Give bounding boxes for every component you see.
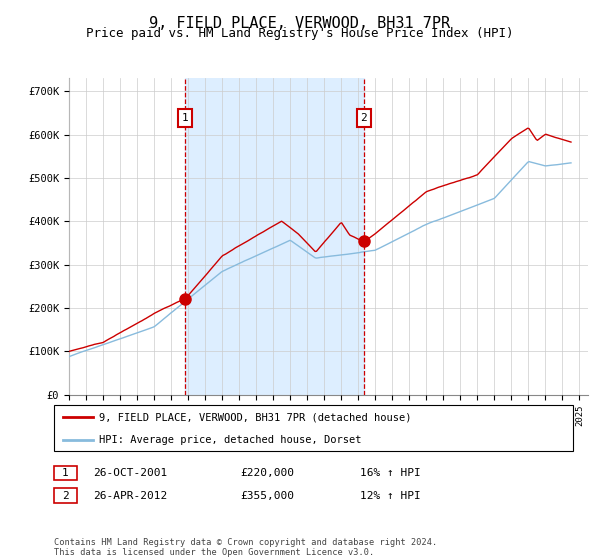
Text: 1: 1	[62, 468, 69, 478]
Text: 26-OCT-2001: 26-OCT-2001	[93, 468, 167, 478]
Text: HPI: Average price, detached house, Dorset: HPI: Average price, detached house, Dors…	[99, 435, 361, 445]
Text: 9, FIELD PLACE, VERWOOD, BH31 7PR (detached house): 9, FIELD PLACE, VERWOOD, BH31 7PR (detac…	[99, 412, 412, 422]
Text: Price paid vs. HM Land Registry's House Price Index (HPI): Price paid vs. HM Land Registry's House …	[86, 27, 514, 40]
Text: £220,000: £220,000	[240, 468, 294, 478]
Text: 9, FIELD PLACE, VERWOOD, BH31 7PR: 9, FIELD PLACE, VERWOOD, BH31 7PR	[149, 16, 451, 31]
Text: £355,000: £355,000	[240, 491, 294, 501]
Text: 12% ↑ HPI: 12% ↑ HPI	[360, 491, 421, 501]
Text: 2: 2	[361, 113, 367, 123]
Text: 2: 2	[62, 491, 69, 501]
Bar	[571, 78, 588, 395]
Text: 16% ↑ HPI: 16% ↑ HPI	[360, 468, 421, 478]
Bar	[185, 78, 364, 395]
Text: 26-APR-2012: 26-APR-2012	[93, 491, 167, 501]
Text: Contains HM Land Registry data © Crown copyright and database right 2024.
This d: Contains HM Land Registry data © Crown c…	[54, 538, 437, 557]
Text: 1: 1	[182, 113, 188, 123]
